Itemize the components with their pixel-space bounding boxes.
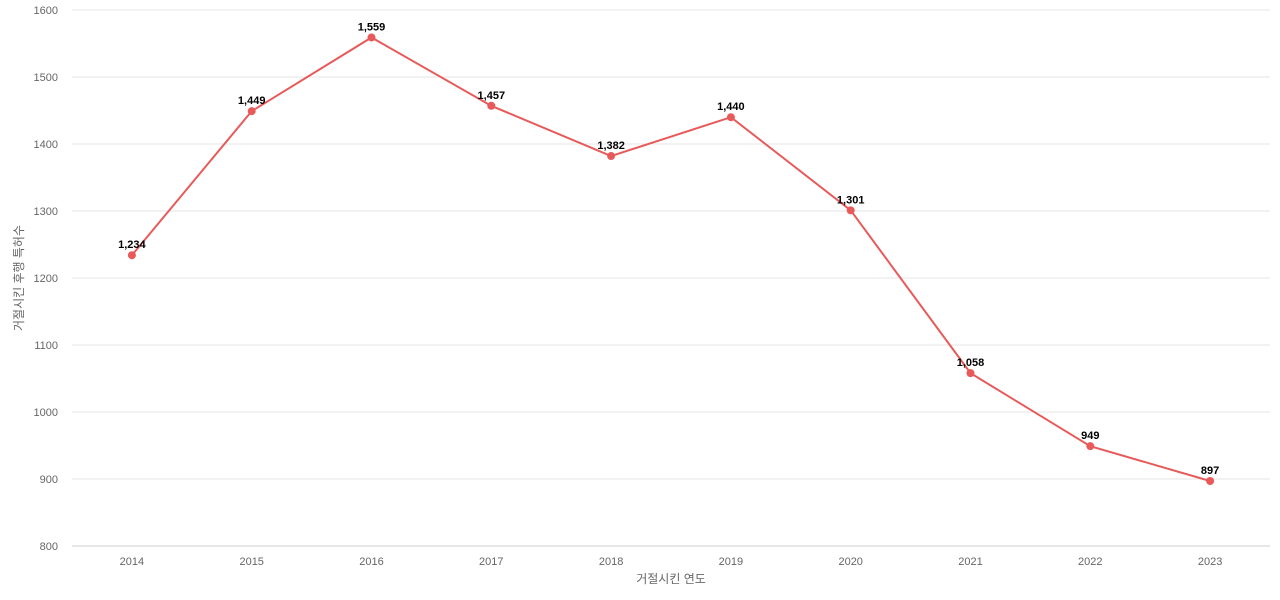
x-axis-ticks: 2014 2015 2016 2017 2018 2019 2020 2021 2022 2023 [120,556,1223,568]
data-label: 1,234 [118,239,146,251]
data-point [127,251,136,260]
data-labels: 1,234 1,449 1,559 1,457 1,382 1,440 1,301 1,058… [118,21,1219,477]
x-tick-label: 2014 [120,556,144,568]
data-label: 1,382 [597,140,625,152]
data-point [1206,477,1215,486]
y-axis-ticks: 800 900 1000 1100 1200 1300 1400 1500 1600 [34,5,58,553]
data-label: 1,457 [478,90,506,102]
data-points [127,33,1215,486]
x-axis-title: 거절시킨 연도 [636,572,706,586]
y-tick-label: 800 [40,541,58,553]
data-point [846,206,855,215]
x-tick-label: 2023 [1198,556,1222,568]
data-label: 897 [1201,465,1219,477]
data-point [607,152,616,161]
data-label: 1,440 [717,101,745,113]
y-tick-label: 900 [40,474,58,486]
data-point [1086,442,1095,451]
grid-lines [72,9,1270,480]
y-tick-label: 1600 [34,5,58,17]
data-label: 1,058 [957,357,985,369]
data-point [247,107,256,116]
x-tick-label: 2022 [1078,556,1102,568]
y-tick-label: 1300 [34,206,58,218]
x-tick-label: 2018 [599,556,623,568]
data-label: 1,559 [358,21,386,33]
data-label: 949 [1081,430,1099,442]
y-axis-title: 거절시킨 후행 특허수 [11,225,26,331]
data-label: 1,449 [238,95,266,107]
y-tick-label: 1400 [34,139,58,151]
x-tick-label: 2019 [719,556,743,568]
y-tick-label: 1000 [34,407,58,419]
x-tick-label: 2016 [359,556,383,568]
y-tick-label: 1500 [34,72,58,84]
data-point [487,101,496,110]
x-tick-label: 2015 [239,556,263,568]
series-line [131,36,1211,482]
data-point [367,33,376,42]
data-point [726,113,735,122]
data-point [966,369,975,378]
x-tick-label: 2017 [479,556,503,568]
y-tick-label: 1200 [34,273,58,285]
data-label: 1,301 [837,194,865,206]
x-tick-label: 2021 [958,556,982,568]
x-tick-label: 2020 [838,556,862,568]
y-tick-label: 1100 [34,340,58,352]
